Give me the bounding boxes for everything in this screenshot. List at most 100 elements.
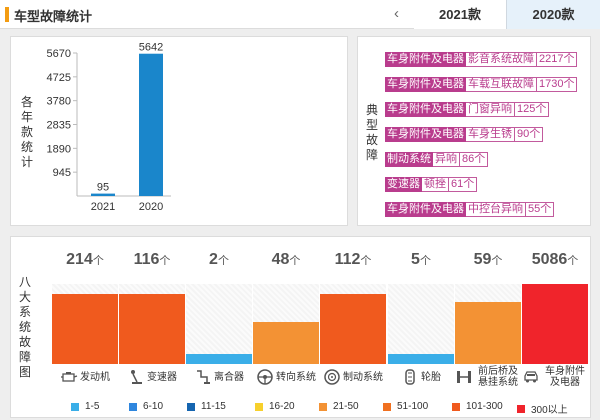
y-tick-label: 1890 — [47, 143, 71, 155]
system-label-4[interactable]: 制动系统 — [320, 364, 386, 390]
x-tick-label: 2021 — [91, 201, 115, 213]
system-label-6[interactable]: 前后桥及悬挂系统 — [455, 364, 521, 390]
fault-tag-row[interactable]: 车身附件及电器 中控台异响 55个 — [385, 202, 555, 217]
system-column: 112个制动系统 — [320, 247, 386, 388]
system-bar-fill — [320, 293, 386, 364]
fault-count: 125个 — [515, 102, 550, 117]
system-count: 116个 — [119, 247, 185, 273]
fault-count: 2217个 — [537, 52, 578, 67]
system-label-5[interactable]: 轮胎 — [388, 364, 454, 390]
system-label-2[interactable]: 离合器 — [186, 364, 252, 390]
system-bar-fill — [52, 293, 118, 364]
legend-label: 6-10 — [143, 401, 164, 412]
system-count-value: 214 — [66, 251, 93, 268]
legend-swatch — [71, 402, 79, 411]
legend-swatch — [187, 402, 195, 411]
system-name: 发动机 — [80, 371, 110, 383]
legend-label: 51-100 — [397, 401, 429, 412]
fault-item: 异响 — [433, 152, 460, 167]
fault-item: 影音系统故障 — [466, 52, 537, 67]
brake-icon — [323, 368, 341, 386]
system-column: 116个变速器 — [119, 247, 185, 388]
fault-count: 55个 — [526, 202, 555, 217]
legend-item: 1-5 — [71, 401, 99, 412]
y-tick-label: 4725 — [47, 72, 71, 84]
fault-tag-row[interactable]: 车身附件及电器 影音系统故障 2217个 — [385, 52, 578, 67]
system-count: 112个 — [320, 247, 386, 273]
legend-item: 51-100 — [383, 401, 428, 412]
y-tick-label: 945 — [53, 167, 71, 179]
legend-swatch — [383, 402, 391, 411]
steering-wheel-icon — [256, 368, 274, 386]
system-bar-track — [186, 284, 252, 364]
system-bar-track — [119, 284, 185, 364]
tab-2020[interactable]: 2020款 — [506, 0, 600, 29]
fault-item: 中控台异响 — [466, 202, 526, 217]
legend-item: 101-300 — [452, 401, 503, 412]
fault-tag-row[interactable]: 车身附件及电器 车身生锈 90个 — [385, 127, 544, 142]
system-bar-fill — [186, 354, 252, 364]
system-count-value: 5 — [411, 251, 420, 268]
suspension-icon — [455, 368, 473, 386]
system-bar-track — [320, 284, 386, 364]
system-label-0[interactable]: 发动机 — [52, 364, 118, 390]
tab-2021[interactable]: 2021款 — [414, 0, 506, 29]
y-tick-label: 3780 — [47, 96, 71, 108]
system-name: 变速器 — [147, 371, 177, 383]
legend-swatch — [255, 402, 263, 411]
legend-swatch — [129, 402, 137, 411]
fault-count: 86个 — [460, 152, 489, 167]
fault-category: 车身附件及电器 — [385, 77, 466, 92]
yearly-stats-panel: 各年款统计 945 1890 2835 3780 4725 5670 95 2021 5642 2… — [10, 36, 348, 226]
system-count: 59个 — [455, 247, 521, 273]
system-label-3[interactable]: 转向系统 — [253, 364, 319, 390]
clutch-icon — [194, 368, 212, 386]
system-bar-fill — [522, 284, 588, 364]
legend-swatch — [452, 402, 460, 411]
fault-count: 1730个 — [537, 77, 578, 92]
fault-tag-row[interactable]: 制动系统 异响 86个 — [385, 152, 489, 167]
legend-label: 1-5 — [85, 401, 100, 412]
system-column: 48个转向系统 — [253, 247, 319, 388]
legend-item: 21-50 — [319, 401, 359, 412]
system-bar-track — [52, 284, 118, 364]
system-count-unit: 个 — [289, 255, 301, 267]
system-name: 制动系统 — [343, 371, 383, 383]
typical-side-label: 典型故障 — [365, 103, 378, 162]
system-label-1[interactable]: 变速器 — [119, 364, 185, 390]
fault-category: 制动系统 — [385, 152, 433, 167]
header-bar: 车型故障统计 ‹ 2021款 2020款 — [0, 0, 600, 29]
legend-label: 16-20 — [269, 401, 295, 412]
system-count: 48个 — [253, 247, 319, 273]
system-count-value: 2 — [209, 251, 218, 268]
color-legend: 1-5 6-10 11-15 16-20 21-50 51-100 101-300 300以上 — [11, 401, 592, 416]
system-label-7[interactable]: 车身附件及电器 — [522, 364, 588, 390]
fault-tag-row[interactable]: 车身附件及电器 门窗异响 125个 — [385, 102, 550, 117]
fault-tag-row[interactable]: 车身附件及电器 车载互联故障 1730个 — [385, 77, 578, 92]
system-count-unit: 个 — [491, 255, 503, 267]
legend-item: 11-15 — [187, 401, 226, 412]
system-count-value: 5086 — [531, 251, 568, 268]
system-count-unit: 个 — [159, 255, 171, 267]
system-column: 5个轮胎 — [388, 247, 454, 388]
system-count: 2个 — [186, 247, 252, 273]
system-bar-fill — [119, 293, 185, 364]
bar-value-label: 5642 — [139, 42, 163, 54]
y-tick-label: 5670 — [47, 48, 71, 60]
system-bar-track — [522, 284, 588, 364]
tire-icon — [401, 368, 419, 386]
system-column: 2个离合器 — [186, 247, 252, 388]
fault-tag-row[interactable]: 变速器 顿挫 61个 — [385, 177, 478, 192]
fault-item: 车身生锈 — [466, 127, 515, 142]
system-count-unit: 个 — [419, 255, 431, 267]
system-column: 59个前后桥及悬挂系统 — [455, 247, 521, 388]
legend-label: 21-50 — [333, 401, 359, 412]
fault-item: 车载互联故障 — [466, 77, 537, 92]
fault-category: 变速器 — [385, 177, 422, 192]
system-count-unit: 个 — [567, 255, 579, 267]
legend-label: 101-300 — [466, 401, 503, 412]
system-name: 离合器 — [214, 371, 244, 383]
gear-shift-icon — [127, 368, 145, 386]
chevron-left-icon[interactable]: ‹ — [394, 5, 399, 22]
system-faults-panel: 八大系统故障图 214个 发动机 116个 变速器 2个 离合器 48个 转向系统 112个 制动… — [10, 236, 591, 418]
